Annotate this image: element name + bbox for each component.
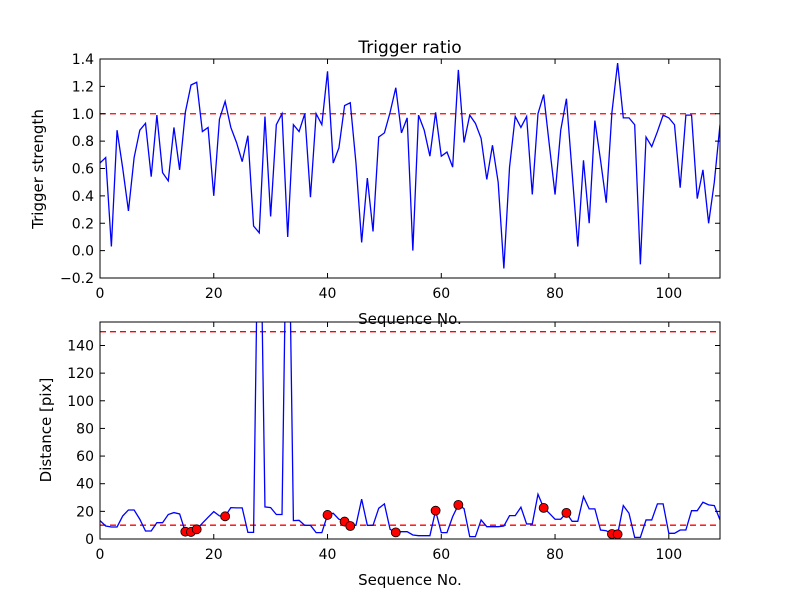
plot-area [100, 63, 720, 269]
y-tick-label: 1.2 [72, 79, 94, 95]
bottom-x-axis-label: Sequence No. [358, 571, 462, 589]
top-y-axis-label: Trigger strength [29, 109, 47, 230]
y-tick-label: 0.6 [72, 162, 94, 178]
data-point-triggered [561, 507, 572, 518]
y-tick-label: 1.0 [72, 107, 94, 123]
data-point-triggered [453, 499, 464, 510]
series-line-trigger-strength [100, 63, 720, 269]
y-tick-label: 0.2 [72, 216, 94, 232]
x-tick-label: 100 [655, 286, 682, 302]
axes-frame [99, 321, 721, 540]
y-tick-label: 100 [67, 394, 94, 410]
x-tick-label: 20 [205, 286, 223, 302]
data-point-triggered [612, 529, 623, 539]
y-tick-label: −0.2 [60, 271, 94, 287]
axes-frame [99, 58, 721, 279]
y-tick-label: 0.8 [72, 134, 94, 150]
y-tick-label: 1.4 [72, 52, 94, 68]
data-point-triggered [538, 503, 549, 513]
y-tick-label: 0.0 [72, 244, 94, 260]
bottom-plot: 0 20 40 60 80 100 0 20 40 60 80 100 120 140 [67, 321, 721, 563]
top-x-axis-label: Sequence No. [358, 310, 462, 328]
top-plot: 0 20 40 60 80 100 −0.2 0.0 0.2 0.4 0.6 0.8 1.0 1.2 1.4 [60, 52, 721, 302]
x-tick-label: 80 [546, 286, 564, 302]
y-tick-label: 20 [76, 504, 94, 520]
x-tick-label: 40 [319, 286, 337, 302]
x-tick-label: 0 [96, 547, 105, 563]
y-tick-label: 120 [67, 366, 94, 382]
y-tick-label: 40 [76, 477, 94, 493]
data-point-triggered [345, 521, 356, 531]
y-tick-label: 60 [76, 449, 94, 465]
data-point-triggered [220, 511, 231, 522]
x-tick-label: 80 [546, 547, 564, 563]
data-point-triggered [191, 524, 202, 535]
x-tick-label: 20 [205, 547, 223, 563]
bottom-y-axis-label: Distance [pix] [37, 378, 55, 483]
plot-area [100, 322, 720, 539]
x-tick-label: 60 [432, 547, 450, 563]
x-tick-label: 0 [96, 286, 105, 302]
y-tick-label: 80 [76, 421, 94, 437]
chart-title: Trigger ratio [357, 38, 461, 58]
y-tick-label: 0.4 [72, 189, 94, 205]
x-tick-label: 100 [655, 547, 682, 563]
data-point-triggered [430, 505, 441, 516]
data-point-triggered [322, 510, 333, 520]
x-tick-label: 60 [432, 286, 450, 302]
data-point-triggered [390, 527, 401, 538]
y-tick-label: 140 [67, 338, 94, 354]
x-tick-label: 40 [319, 547, 337, 563]
y-tick-label: 0 [85, 532, 94, 548]
